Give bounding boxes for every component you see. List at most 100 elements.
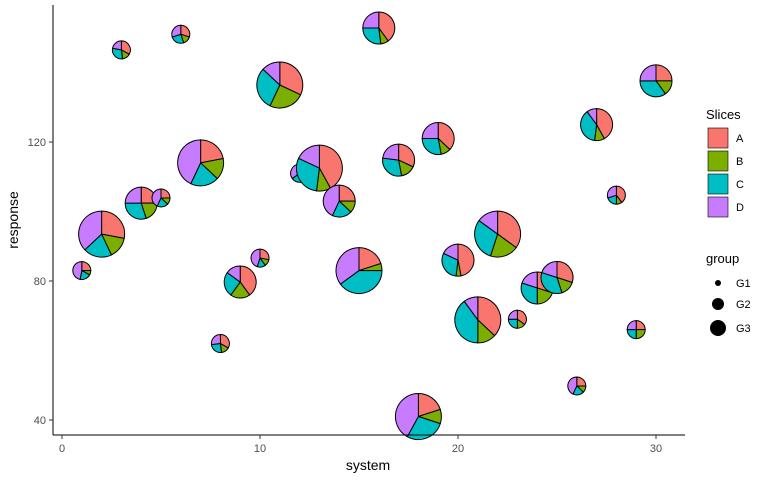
x-ticks: 0 10 20 30: [59, 435, 662, 455]
group-legend-title: group: [706, 251, 739, 266]
pie-10: [250, 248, 270, 268]
legend-label-G3: G3: [736, 323, 751, 335]
pie-15: [335, 247, 383, 295]
pie-26: [567, 376, 587, 396]
x-tick-label: 20: [452, 443, 464, 455]
pie-slice-B: [635, 329, 646, 340]
x-tick-label: 0: [59, 443, 65, 455]
pie-slice-A: [101, 210, 126, 239]
pie-slice-C: [295, 157, 320, 192]
pie-slice-D: [322, 184, 340, 217]
pie-slice-D: [111, 40, 122, 51]
x-axis-label: system: [346, 457, 390, 473]
pie-slice-D: [521, 271, 538, 289]
pie-slice-D: [442, 243, 459, 261]
pie-slice-C: [382, 157, 403, 177]
pie-slice-D: [171, 24, 182, 38]
pie-18: [394, 393, 442, 441]
pie-slice-D: [362, 11, 380, 29]
pie-11: [256, 61, 304, 109]
pie-20: [441, 243, 475, 277]
pie-slice-A: [655, 64, 673, 82]
pie-slice-C: [421, 138, 442, 156]
pie-4: [124, 186, 158, 220]
pie-slice-D: [78, 210, 103, 251]
pie-slice-D: [639, 64, 657, 82]
pie-slice-D: [250, 248, 261, 268]
legend-key-C: [707, 173, 729, 195]
pie-slice-D: [421, 122, 439, 140]
pie-6: [171, 24, 191, 44]
pie-23: [507, 309, 527, 329]
pie-slice-A: [457, 243, 475, 277]
pie-slice-D: [586, 108, 598, 127]
x-tick-label: 10: [254, 443, 266, 455]
pie-slice-D: [394, 393, 419, 438]
pie-slice-A: [635, 320, 646, 331]
pie-21: [454, 296, 502, 344]
pie-2: [78, 210, 126, 258]
pie-1: [72, 261, 92, 281]
pie-slice-C: [626, 329, 637, 340]
x-tick-label: 30: [650, 443, 662, 455]
pie-27: [580, 108, 614, 142]
pie-slice-A: [378, 11, 396, 42]
pie-slice-D: [124, 186, 142, 204]
pie-slice-A: [497, 210, 522, 249]
pie-slice-C: [454, 300, 479, 344]
y-tick-label: 120: [28, 137, 46, 149]
pie-slice-C: [441, 252, 459, 277]
legend-label-A: A: [736, 133, 744, 145]
pie-slice-D: [478, 210, 499, 236]
pie-slice-A: [576, 376, 587, 387]
pie-9: [223, 265, 257, 299]
pie-28: [606, 185, 626, 205]
legend-label-B: B: [736, 156, 743, 168]
pie-slice-D: [606, 185, 617, 199]
pie-slice-D: [262, 61, 281, 87]
pie-slice-D: [463, 296, 479, 322]
pie-14: [322, 184, 356, 218]
legend-key-D: [707, 196, 729, 218]
pie-slice-A: [338, 184, 356, 202]
pie-slice-B: [269, 84, 302, 109]
pie-slice-C: [339, 270, 383, 295]
pie-slice-C: [362, 27, 382, 45]
pie-slice-D: [507, 309, 518, 320]
y-tick-label: 40: [34, 415, 46, 427]
pie-3: [111, 40, 131, 60]
pie-slice-D: [541, 261, 558, 279]
legend-key-B: [707, 150, 729, 172]
pie-slice-D: [72, 261, 83, 281]
pie-8: [210, 334, 230, 354]
pie-slice-D: [177, 139, 202, 185]
y-axis-label: response: [5, 191, 21, 249]
slices-legend-title: Slices: [706, 107, 741, 122]
legend-label-G2: G2: [736, 299, 751, 311]
pie-slice-A: [81, 261, 92, 272]
y-tick-label: 80: [34, 276, 46, 288]
group-legend: group G1 G2 G3: [706, 251, 751, 336]
legend-key-G2: [712, 298, 724, 310]
pie-17: [382, 143, 416, 177]
pie-slice-C: [124, 202, 147, 220]
pie-22: [474, 210, 522, 258]
pie-13: [295, 144, 343, 192]
pie-slice-A: [556, 261, 574, 284]
legend-key-G3: [710, 320, 726, 336]
pie-slice-A: [279, 61, 304, 96]
pie-slice-C: [507, 318, 518, 329]
pie-29: [626, 320, 646, 340]
pie-slice-D: [626, 320, 637, 331]
pie-slice-A: [160, 188, 171, 199]
pie-slice-A: [477, 296, 502, 337]
pie-25: [540, 261, 574, 294]
pie-slice-D: [382, 143, 400, 161]
legend-key-G1: [715, 280, 721, 286]
pie-30: [639, 64, 673, 98]
pie-slice-A: [615, 185, 626, 204]
pie-5: [151, 188, 171, 208]
y-ticks: 40 80 120: [28, 137, 53, 427]
pie-slice-D: [567, 376, 578, 395]
